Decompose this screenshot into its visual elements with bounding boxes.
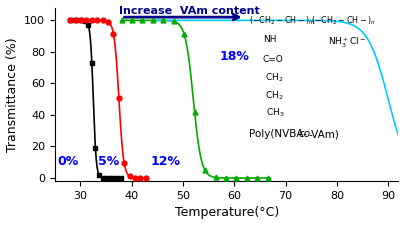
Text: 0%: 0% — [57, 155, 78, 168]
Text: 18%: 18% — [219, 50, 249, 63]
Text: Poly(NVBA-: Poly(NVBA- — [249, 129, 307, 139]
Text: 5%: 5% — [98, 155, 119, 168]
Text: 12%: 12% — [150, 155, 180, 168]
Text: $(-\mathregular{CH}_2-\mathregular{CH}-)_n$: $(-\mathregular{CH}_2-\mathregular{CH}-)… — [311, 15, 376, 27]
Y-axis label: Transmittance (%): Transmittance (%) — [6, 37, 19, 152]
Text: Increase  VAm content: Increase VAm content — [119, 6, 260, 16]
Text: C=O: C=O — [263, 54, 284, 63]
Text: $(-\mathregular{CH}_2-\mathregular{CH}-)_m$: $(-\mathregular{CH}_2-\mathregular{CH}-)… — [249, 15, 316, 27]
Text: CH$_3$: CH$_3$ — [267, 107, 285, 119]
Text: NH$_3^+$Cl$^-$: NH$_3^+$Cl$^-$ — [328, 36, 366, 50]
Text: CH$_2$: CH$_2$ — [265, 72, 284, 84]
Text: NH: NH — [263, 36, 276, 45]
Text: CH$_2$: CH$_2$ — [265, 89, 284, 102]
Text: co: co — [299, 129, 311, 139]
Text: -VAm): -VAm) — [308, 129, 339, 139]
X-axis label: Temperature(°C): Temperature(°C) — [175, 207, 279, 219]
